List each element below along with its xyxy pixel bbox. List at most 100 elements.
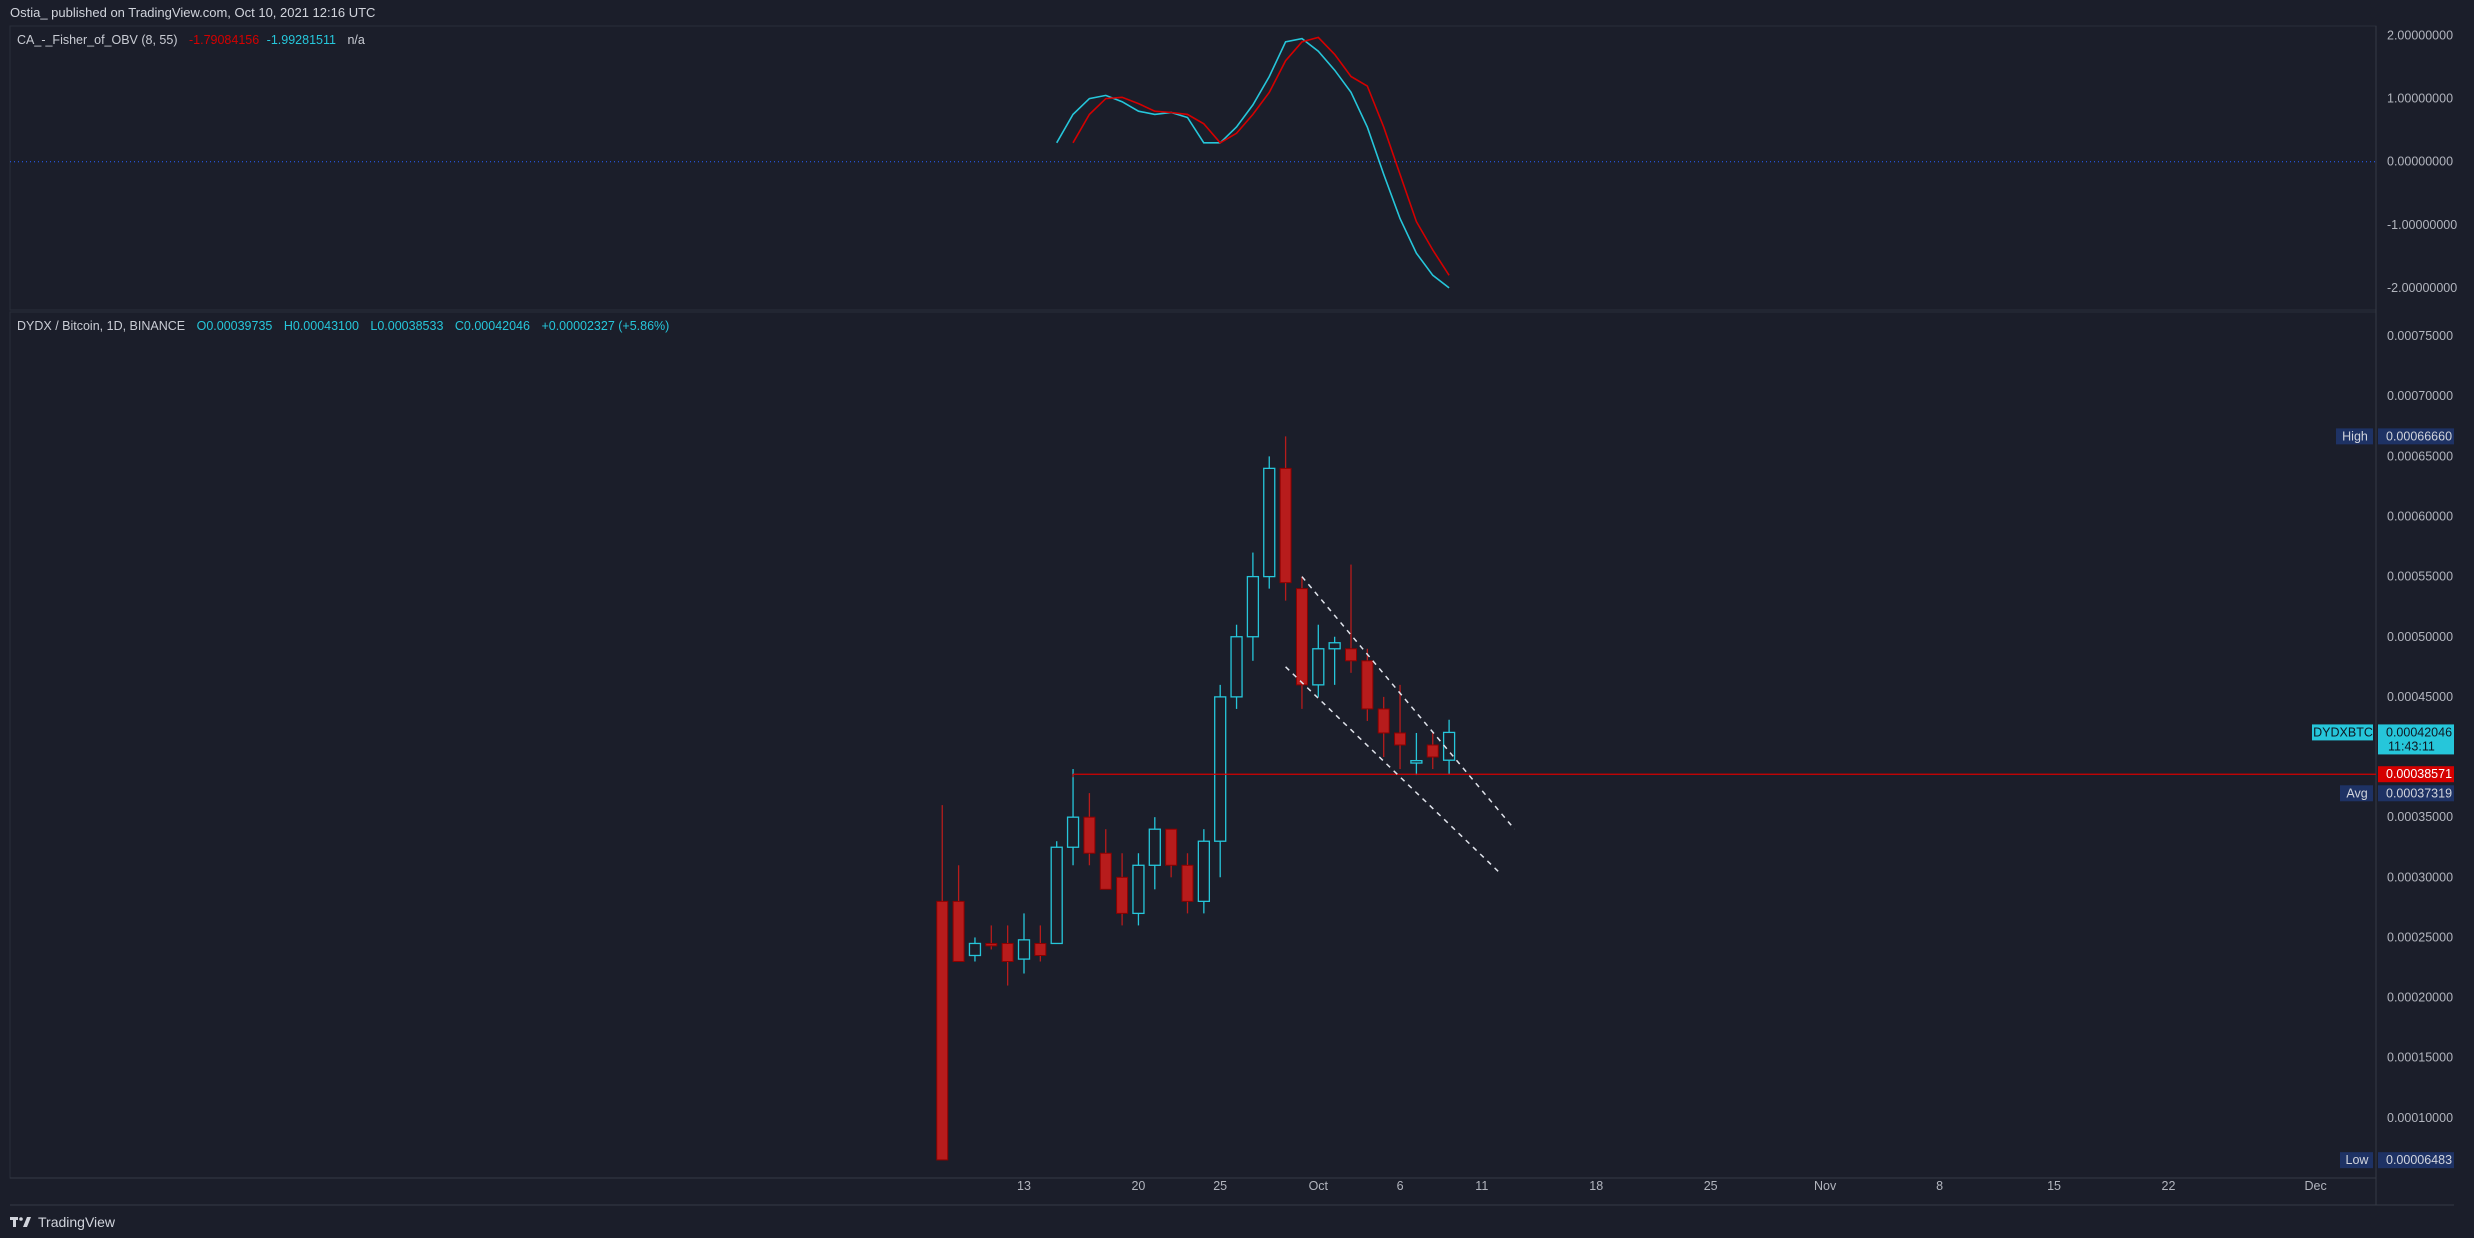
date-x-tick-label: 15 xyxy=(2047,1179,2061,1193)
symbol-label: DYDXBTC xyxy=(2313,725,2373,739)
low-label-bg xyxy=(2340,1152,2373,1169)
date-x-tick-label: Dec xyxy=(2305,1179,2327,1193)
candle-body-down xyxy=(952,900,965,962)
price-y-tick-label: 0.00055000 xyxy=(2387,570,2453,584)
date-x-tick-label: Oct xyxy=(1309,1179,1329,1193)
candle-body-down xyxy=(1279,467,1292,584)
candle-body-up xyxy=(968,942,982,957)
price-y-tick-label: 0.00030000 xyxy=(2387,870,2453,884)
candle-body-up xyxy=(1214,696,1227,842)
high-value-tag-bg xyxy=(2378,428,2454,445)
candle-body-down xyxy=(1295,588,1308,686)
candle-body-up xyxy=(1410,759,1423,764)
price-y-tick-label: 0.00075000 xyxy=(2387,329,2453,343)
date-x-tick-label: 25 xyxy=(1213,1179,1227,1193)
candle-body-down xyxy=(1345,648,1357,662)
candle-body-down xyxy=(1181,864,1194,902)
main-pane-frame xyxy=(9,311,2377,1179)
candle-body-down xyxy=(1099,852,1112,890)
symbol-label-bg xyxy=(2312,724,2373,741)
indicator-y-tick-label: 0.00000000 xyxy=(2387,155,2453,169)
date-x-tick-label: 6 xyxy=(1397,1179,1404,1193)
date-x-tick-label: 25 xyxy=(1704,1179,1718,1193)
indicator-name: CA_-_Fisher_of_OBV (8, 55) xyxy=(17,33,178,47)
brand-name: TradingView xyxy=(38,1214,116,1230)
channel-trendline xyxy=(1301,576,1516,830)
line-price-tag: 0.00038571 xyxy=(2386,767,2452,781)
indicator-y-tick-label: -2.00000000 xyxy=(2387,281,2457,295)
published-line: Ostia_ published on TradingView.com, Oct… xyxy=(10,5,376,20)
trigger-line xyxy=(1072,36,1450,276)
indicator-y-tick-label: 2.00000000 xyxy=(2387,28,2453,42)
last-price-tag-bg xyxy=(2378,724,2454,755)
candle-body-down xyxy=(1083,816,1096,854)
candle-body-down xyxy=(1426,744,1439,758)
indicator-value-3: n/a xyxy=(347,33,365,47)
candle-body-up xyxy=(1312,648,1325,686)
candle-body-up xyxy=(1066,816,1080,848)
candle-body-up xyxy=(1148,828,1161,866)
indicator-y-tick-label: 1.00000000 xyxy=(2387,92,2453,106)
ohlc-open: O0.00039735 xyxy=(196,319,273,333)
date-x-tick-label: 13 xyxy=(1017,1179,1031,1193)
indicator-value-2: -1.99281511 xyxy=(266,33,336,47)
candle-body-down xyxy=(1394,732,1407,746)
publish-header: Ostia_ published on TradingView.com, Oct… xyxy=(0,0,2474,26)
avg-value-tag: 0.00037319 xyxy=(2386,786,2452,800)
avg-value-tag-bg xyxy=(2378,785,2454,802)
date-x-tick-label: Nov xyxy=(1814,1179,1837,1193)
date-x-tick-label: 11 xyxy=(1475,1179,1488,1193)
tradingview-logo-icon xyxy=(10,1217,31,1227)
low-value-tag-bg xyxy=(2378,1152,2454,1169)
indicator-legend[interactable]: CA_-_Fisher_of_OBV (8, 55) -1.79084156 -… xyxy=(17,33,373,47)
price-y-tick-label: 0.00010000 xyxy=(2387,1111,2453,1125)
ohlc-high: H0.00043100 xyxy=(283,319,359,333)
price-y-tick-label: 0.00070000 xyxy=(2387,389,2453,403)
price-y-tick-label: 0.00025000 xyxy=(2387,930,2453,944)
price-y-tick-label: 0.00015000 xyxy=(2387,1051,2453,1065)
date-x-tick-label: 20 xyxy=(1131,1179,1145,1193)
indicator-value-1: -1.79084156 xyxy=(188,33,260,47)
candle-body-down xyxy=(1165,828,1178,866)
candle-body-down xyxy=(1361,660,1374,710)
ohlc-change: +0.00002327 (+5.86%) xyxy=(541,319,670,333)
ohlc-low: L0.00038533 xyxy=(370,319,444,333)
candle-body-up xyxy=(1017,939,1031,960)
candle-body-up xyxy=(1132,864,1145,915)
symbol-legend[interactable]: DYDX / Bitcoin, 1D, BINANCE O0.00039735 … xyxy=(17,319,677,333)
channel-trendline xyxy=(1285,666,1499,872)
last-price-tag: 0.00042046 xyxy=(2386,725,2452,739)
countdown-tag: 11:43:11 xyxy=(2388,739,2435,753)
line-price-tag-bg xyxy=(2378,766,2454,783)
candle-body-up xyxy=(1263,467,1276,578)
price-y-tick-label: 0.00020000 xyxy=(2387,991,2453,1005)
candle-body-up xyxy=(1197,840,1210,903)
price-y-tick-label: 0.00035000 xyxy=(2387,810,2453,824)
date-x-tick-label: 22 xyxy=(2162,1179,2176,1193)
candle-body-down xyxy=(1001,942,1014,962)
avg-label-bg xyxy=(2340,785,2373,802)
avg-label: Avg xyxy=(2346,786,2367,800)
candle-body-down xyxy=(936,900,949,1161)
indicator-y-tick-label: -1.00000000 xyxy=(2387,218,2457,232)
date-x-tick-label: 8 xyxy=(1936,1179,1943,1193)
candle-body-down xyxy=(1034,942,1047,956)
tradingview-brand[interactable]: TradingView xyxy=(10,1214,115,1230)
price-y-tick-label: 0.00050000 xyxy=(2387,630,2453,644)
high-label: High xyxy=(2342,429,2368,443)
ohlc-close: C0.00042046 xyxy=(454,319,530,333)
candle-body-down xyxy=(1116,876,1129,914)
price-y-tick-label: 0.00065000 xyxy=(2387,449,2453,463)
candle-body-up xyxy=(1246,575,1260,638)
price-y-tick-label: 0.00060000 xyxy=(2387,509,2453,523)
date-x-tick-label: 18 xyxy=(1589,1179,1603,1193)
symbol-title: DYDX / Bitcoin, 1D, BINANCE xyxy=(17,319,186,333)
candle-body-up xyxy=(1442,731,1456,761)
price-y-tick-label: 0.00045000 xyxy=(2387,690,2453,704)
fisher-line xyxy=(1056,37,1450,289)
candle-body-up xyxy=(1230,636,1243,698)
low-label: Low xyxy=(2346,1153,2370,1167)
low-value-tag: 0.00006483 xyxy=(2386,1153,2452,1167)
candle-body-up xyxy=(1050,846,1063,945)
